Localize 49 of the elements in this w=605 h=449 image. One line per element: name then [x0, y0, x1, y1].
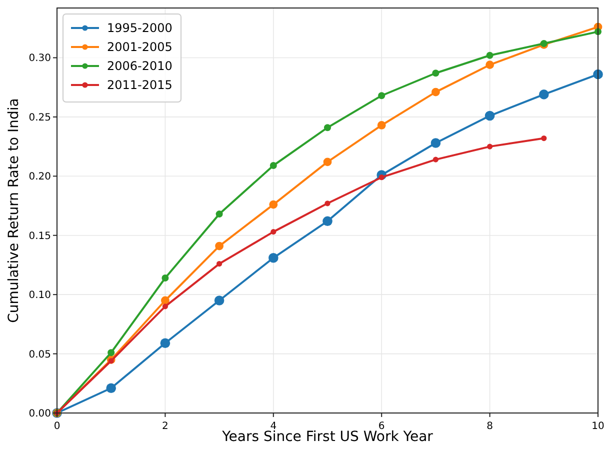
- point: [216, 260, 222, 267]
- point: [216, 210, 223, 218]
- point: [106, 383, 116, 394]
- point: [323, 158, 332, 166]
- point: [270, 229, 276, 235]
- y-tick-label: 0.05: [28, 349, 51, 360]
- point: [378, 92, 386, 100]
- point: [215, 242, 224, 250]
- legend-label: 2001-2005: [107, 40, 172, 54]
- x-tick-label: 10: [592, 421, 604, 432]
- legend-label: 2011-2015: [107, 78, 172, 92]
- point: [214, 296, 224, 306]
- point: [432, 88, 440, 96]
- point: [487, 144, 493, 150]
- point: [270, 162, 277, 169]
- x-axis-title: Years Since First US Work Year: [221, 429, 434, 445]
- point: [430, 138, 441, 148]
- y-tick-label: 0.00: [28, 408, 51, 420]
- y-tick-label: 0.30: [28, 53, 51, 64]
- x-tick-label: 2: [162, 421, 168, 432]
- x-tick-label: 0: [54, 421, 60, 432]
- y-tick-label: 0.15: [28, 230, 51, 242]
- point: [269, 200, 278, 209]
- point: [324, 124, 331, 132]
- point: [108, 358, 114, 364]
- x-tick-label: 6: [378, 421, 385, 432]
- point: [432, 70, 440, 77]
- point: [161, 296, 170, 305]
- x-tick-label: 8: [486, 421, 493, 432]
- point: [160, 338, 170, 348]
- point: [377, 121, 386, 130]
- y-axis-title: Cumulative Return Rate to India: [6, 98, 22, 323]
- point: [541, 135, 547, 142]
- point: [162, 304, 168, 310]
- point: [486, 60, 494, 70]
- legend-label: 1995-2000: [107, 21, 172, 36]
- legend-label: 2006-2010: [107, 59, 172, 74]
- point: [268, 252, 278, 263]
- point: [432, 156, 438, 162]
- y-tick-label: 0.20: [28, 172, 51, 183]
- point: [162, 274, 169, 282]
- point: [484, 110, 495, 121]
- y-tick-label: 0.10: [28, 290, 51, 302]
- point: [322, 216, 332, 226]
- point: [539, 90, 549, 100]
- point: [108, 349, 115, 356]
- y-tick-label: 0.25: [28, 112, 51, 124]
- point: [324, 200, 330, 206]
- point: [486, 52, 494, 59]
